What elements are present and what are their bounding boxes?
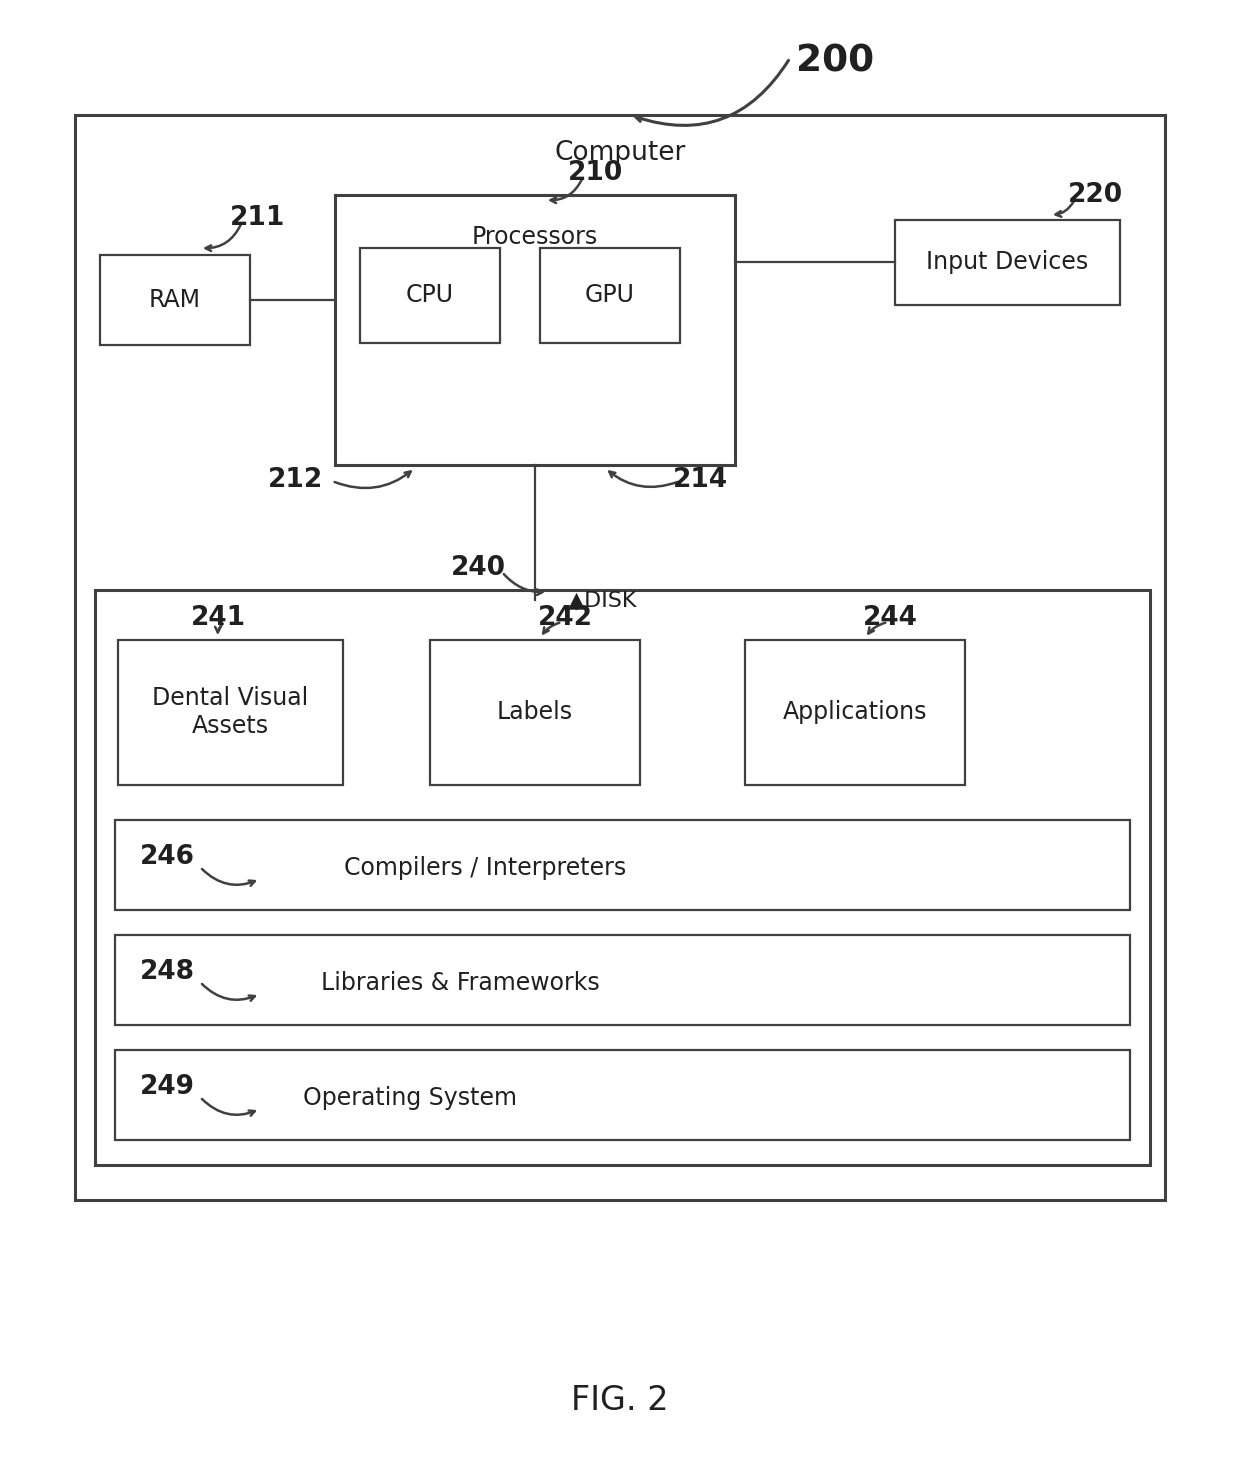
Text: Libraries & Frameworks: Libraries & Frameworks bbox=[321, 971, 599, 995]
Text: 246: 246 bbox=[139, 844, 195, 870]
Text: 248: 248 bbox=[139, 959, 195, 986]
Bar bbox=[360, 249, 500, 343]
Bar bbox=[118, 639, 343, 784]
Bar bbox=[335, 195, 735, 465]
Text: Labels: Labels bbox=[497, 700, 573, 724]
Bar bbox=[74, 115, 1166, 1200]
Text: 214: 214 bbox=[672, 468, 728, 493]
Text: Computer: Computer bbox=[554, 141, 686, 166]
Text: 249: 249 bbox=[139, 1074, 195, 1100]
Text: Input Devices: Input Devices bbox=[926, 250, 1089, 274]
Text: 244: 244 bbox=[863, 605, 918, 630]
Text: Dental Visual
Assets: Dental Visual Assets bbox=[151, 687, 308, 739]
Text: 240: 240 bbox=[450, 555, 506, 582]
Bar bbox=[539, 249, 680, 343]
Bar bbox=[100, 255, 250, 345]
Text: 212: 212 bbox=[268, 468, 322, 493]
Text: Operating System: Operating System bbox=[303, 1086, 517, 1110]
Text: 242: 242 bbox=[537, 605, 593, 630]
Text: 241: 241 bbox=[191, 605, 246, 630]
Bar bbox=[95, 591, 1149, 1165]
Text: 211: 211 bbox=[231, 206, 285, 231]
Text: FIG. 2: FIG. 2 bbox=[572, 1384, 668, 1416]
Text: Processors: Processors bbox=[472, 225, 598, 249]
Bar bbox=[115, 820, 1130, 910]
Text: RAM: RAM bbox=[149, 289, 201, 312]
Text: CPU: CPU bbox=[405, 283, 454, 306]
Text: GPU: GPU bbox=[585, 283, 635, 306]
Text: Compilers / Interpreters: Compilers / Interpreters bbox=[343, 855, 626, 881]
Text: Applications: Applications bbox=[782, 700, 928, 724]
Bar bbox=[115, 1049, 1130, 1140]
Bar bbox=[115, 935, 1130, 1026]
Bar bbox=[745, 639, 965, 784]
Bar bbox=[430, 639, 640, 784]
Text: ▲DISK: ▲DISK bbox=[568, 591, 637, 610]
Text: 200: 200 bbox=[796, 44, 874, 80]
Text: 220: 220 bbox=[1068, 182, 1122, 209]
Bar bbox=[895, 221, 1120, 305]
Text: 210: 210 bbox=[568, 160, 622, 186]
